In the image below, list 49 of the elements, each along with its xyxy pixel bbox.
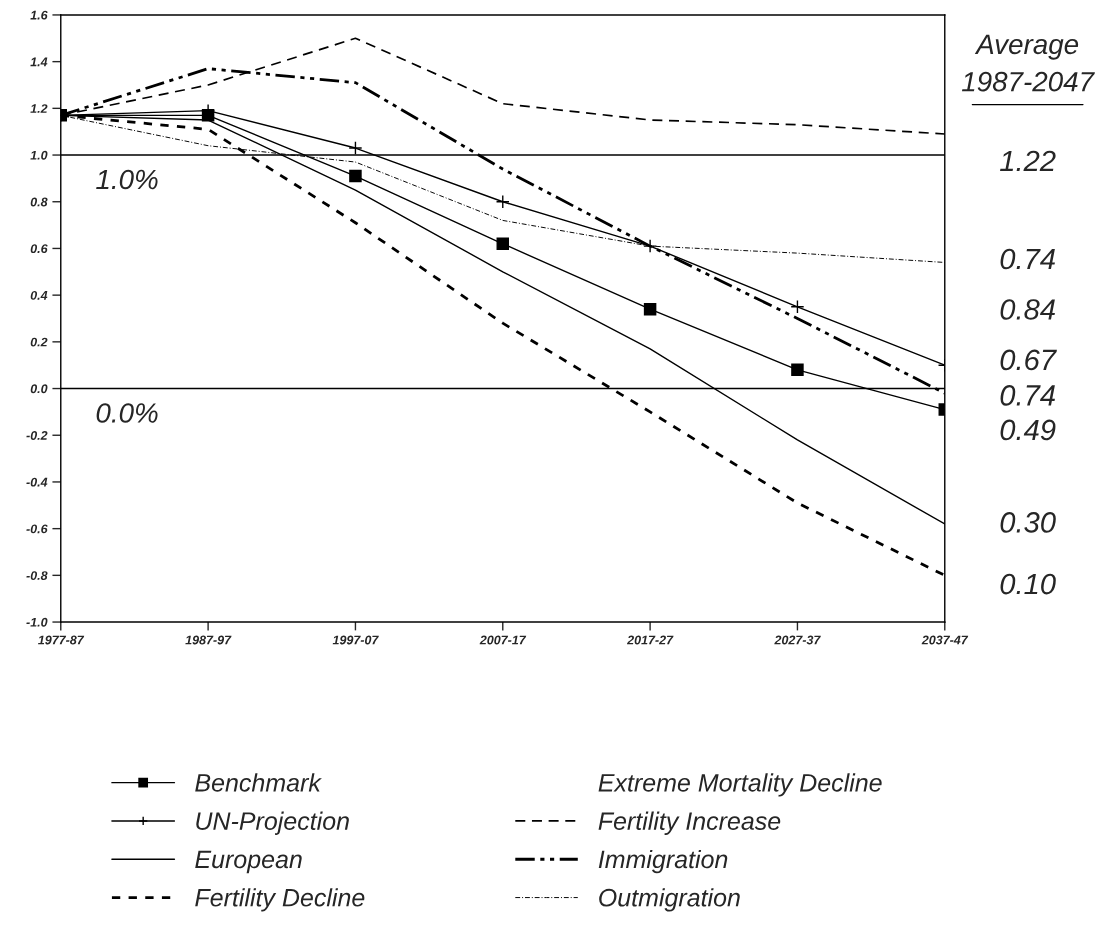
text: 0.74 — [1000, 248, 1055, 270]
y-tick-label: -0.4 — [26, 477, 48, 487]
point — [790, 299, 805, 314]
y-tick-label: 0.0 — [30, 384, 48, 394]
y-tick-label: -1.0 — [26, 617, 48, 627]
point — [349, 169, 362, 183]
text: 0.49 — [1000, 419, 1056, 441]
text: 0.10 — [1000, 573, 1056, 595]
y-tick-label: 0.2 — [30, 337, 48, 347]
legend-label: European — [195, 850, 302, 874]
text: 0.74 — [1000, 385, 1055, 406]
legend-label: Immigration — [598, 849, 728, 874]
x-tick-label: 2017-27 — [626, 635, 674, 645]
legend-label: Fertility Decline — [195, 888, 365, 912]
y-tick-label: 1.4 — [30, 57, 48, 67]
point — [348, 141, 363, 155]
text: 0.67 — [1000, 349, 1057, 371]
text: 0.84 — [1000, 299, 1055, 320]
x-tick-label: 2027-37 — [774, 635, 821, 645]
x-tick-label: 1987-97 — [185, 635, 232, 645]
point — [643, 302, 657, 316]
point — [643, 239, 658, 254]
y-tick-label: 0.6 — [30, 244, 48, 254]
point — [496, 237, 510, 251]
text: 1.22 — [1000, 150, 1056, 171]
y-tick-label: 1.0 — [30, 150, 48, 160]
text: 0.30 — [1000, 512, 1056, 533]
y-tick-label: -0.8 — [26, 571, 48, 580]
y-tick-label: 0.4 — [30, 290, 48, 300]
point — [495, 194, 510, 209]
y-tick-label: 1.2 — [30, 104, 48, 113]
y-tick-label: -0.2 — [26, 431, 48, 440]
ref-line-label: 0.0% — [96, 403, 158, 423]
y-tick-label: -0.6 — [26, 524, 48, 534]
y-tick-label: 0.8 — [30, 197, 48, 207]
legend-label: Extreme Mortality Decline — [598, 773, 882, 797]
text: Average — [974, 34, 1079, 60]
legend-label: Fertility Increase — [598, 811, 781, 835]
y-tick-label: 1.6 — [30, 10, 48, 20]
ref-line-label: 1.0% — [96, 169, 158, 190]
point — [791, 363, 804, 377]
x-tick-label: 2007-17 — [479, 635, 527, 645]
legend-label: Benchmark — [195, 773, 322, 792]
x-tick-label: 2037-47 — [921, 635, 969, 645]
legend-label: Outmigration — [599, 888, 740, 912]
legend-label: UN-Projection — [196, 811, 349, 835]
x-tick-label: 1977-87 — [38, 635, 85, 645]
x-tick-label: 1997-07 — [332, 635, 379, 645]
text: 1987-2047 — [961, 71, 1095, 92]
